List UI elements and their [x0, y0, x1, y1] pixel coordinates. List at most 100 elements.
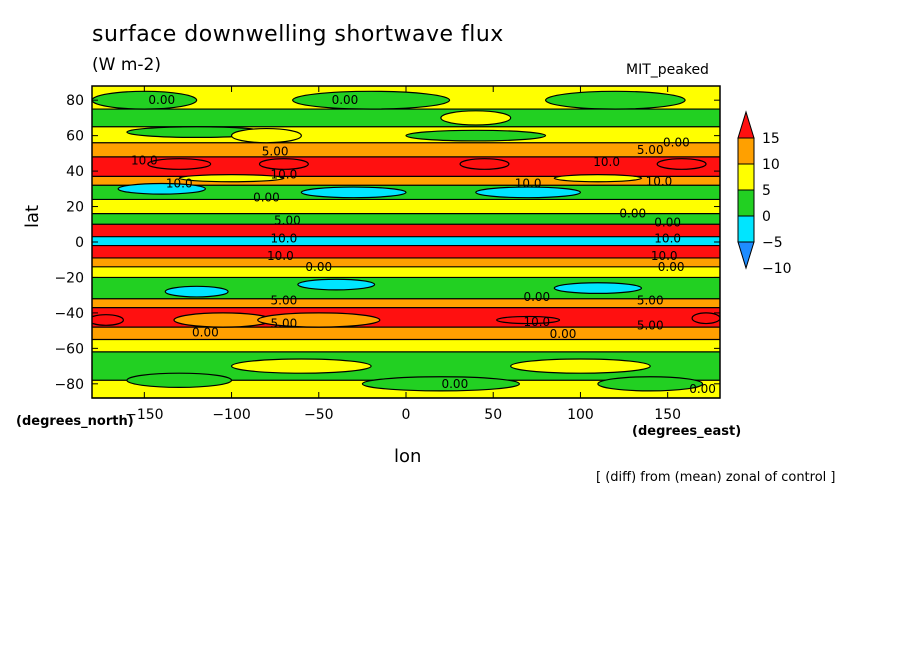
filled-band: [92, 245, 720, 258]
contour-blob: [258, 158, 309, 170]
contour-blob: [92, 90, 198, 110]
x-tick-label: −50: [304, 407, 334, 423]
contour-blob: [147, 158, 212, 170]
contour-label: 10.0: [131, 153, 158, 167]
contour-blob: [553, 282, 643, 295]
contour-blob: [164, 285, 229, 298]
y-tick-label: −60: [54, 341, 84, 357]
footnote: [ (diff) from (mean) zonal of control ]: [596, 470, 836, 485]
colorbar-segment: [737, 189, 755, 217]
contour-blob: [230, 358, 372, 374]
contour-blob: [297, 278, 376, 291]
x-tick-label: 100: [567, 407, 594, 423]
y-tick-label: 40: [66, 164, 84, 180]
colorbar-label: 0: [762, 209, 771, 225]
contour-label: 5.00: [271, 317, 298, 331]
contour-label: 10.0: [593, 155, 620, 169]
x-tick-label: 0: [402, 407, 411, 423]
contour-label: 0.00: [658, 260, 685, 274]
colorbar-label: −10: [762, 261, 792, 277]
contour-label: 0.00: [689, 382, 716, 396]
contour-blob: [173, 312, 273, 328]
contour-blob: [691, 312, 720, 325]
y-tick-label: −20: [54, 270, 84, 286]
contour-blob: [92, 314, 124, 326]
filled-band: [92, 109, 720, 127]
y-tick-label: −80: [54, 377, 84, 393]
y-tick-label: 60: [66, 129, 84, 145]
filled-band: [92, 236, 720, 246]
contour-label: 10.0: [271, 168, 298, 182]
colorbar-segment: [737, 110, 755, 139]
contour-label: 0.00: [654, 216, 681, 230]
contour-blob: [230, 127, 302, 144]
contour-blob: [656, 158, 707, 170]
y-tick-label: 0: [75, 235, 84, 251]
model-label: MIT_peaked: [626, 62, 709, 78]
x-unit-label: (degrees_east): [632, 424, 742, 439]
contour-label: 0.00: [253, 191, 280, 205]
contour-label: 0.00: [523, 290, 550, 304]
contour-label: 0.00: [619, 207, 646, 221]
contour-blob: [361, 376, 520, 392]
units-label: (W m-2): [92, 55, 161, 75]
contour-blob: [405, 129, 547, 142]
colorbar-label: 5: [762, 183, 771, 199]
colorbar-label: 15: [762, 131, 780, 147]
filled-band: [92, 224, 720, 237]
contour-blob: [459, 158, 510, 170]
y-tick-label: −40: [54, 306, 84, 322]
contour-blob: [544, 90, 686, 110]
contour-label: 0.00: [663, 136, 690, 150]
contour-label: 0.00: [441, 377, 468, 391]
filled-band: [92, 327, 720, 340]
colorbar-segment: [737, 241, 755, 270]
y-tick-label: 80: [66, 93, 84, 109]
contour-label: 0.00: [148, 93, 175, 107]
contour-label: 0.00: [305, 260, 332, 274]
contour-label: 0.00: [550, 327, 577, 341]
contour-blob: [510, 358, 651, 374]
contour-label: 10.0: [267, 249, 294, 263]
contour-blob: [257, 312, 381, 328]
filled-band: [92, 298, 720, 308]
colorbar-label: −5: [762, 235, 783, 251]
filled-band: [92, 257, 720, 267]
contour-blob: [300, 186, 407, 199]
contour-blob: [292, 90, 451, 110]
filled-band: [92, 156, 720, 177]
contour-label: 5.00: [274, 214, 301, 228]
contour-label: 10.0: [271, 231, 298, 245]
contour-label: 0.00: [332, 93, 359, 107]
x-tick-label: 150: [654, 407, 681, 423]
contour-label: 10.0: [646, 175, 673, 189]
contour-label: 10.0: [523, 315, 550, 329]
x-tick-label: −150: [125, 407, 163, 423]
filled-band: [92, 266, 720, 278]
contour-label: 10.0: [654, 231, 681, 245]
contour-blob: [126, 372, 233, 388]
x-tick-label: 50: [484, 407, 502, 423]
contour-blob: [496, 315, 561, 325]
contour-label: 5.00: [637, 318, 664, 332]
y-tick-label: 20: [66, 200, 84, 216]
contour-label: 10.0: [166, 177, 193, 191]
filled-band: [92, 199, 720, 214]
contour-label: 5.00: [637, 294, 664, 308]
x-tick-label: −100: [212, 407, 250, 423]
y-unit-label: (degrees_north): [16, 414, 134, 429]
filled-band: [92, 213, 720, 225]
contour-blob: [178, 174, 285, 183]
contour-label: 5.00: [262, 145, 289, 159]
filled-band: [92, 277, 720, 299]
contour-blob: [597, 376, 704, 392]
contour-label: 10.0: [515, 177, 542, 191]
filled-band: [92, 142, 720, 157]
contour-label: 5.00: [637, 143, 664, 157]
colorbar-segment: [737, 215, 755, 243]
contour-label: 10.0: [651, 249, 678, 263]
chart-title: surface downwelling shortwave flux: [92, 22, 504, 47]
colorbar-label: 10: [762, 157, 780, 173]
contour-blob: [475, 186, 582, 199]
